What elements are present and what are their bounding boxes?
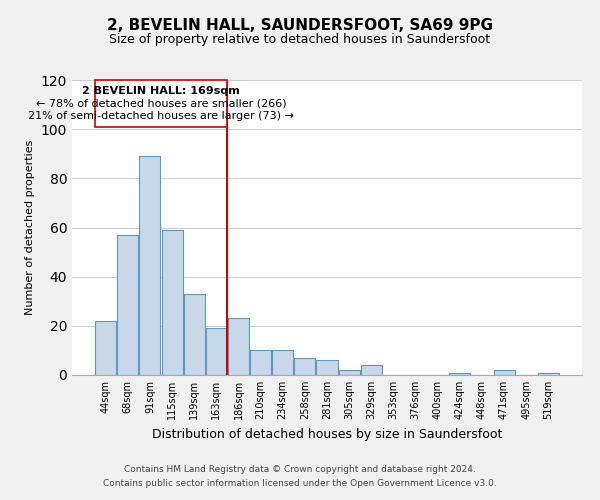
Text: 2 BEVELIN HALL: 169sqm: 2 BEVELIN HALL: 169sqm — [82, 86, 240, 96]
Bar — [118, 235, 139, 375]
Bar — [494, 370, 515, 375]
Bar — [95, 321, 116, 375]
Bar — [295, 358, 316, 375]
Bar — [139, 156, 160, 375]
Bar — [361, 365, 382, 375]
Text: Contains HM Land Registry data © Crown copyright and database right 2024.
Contai: Contains HM Land Registry data © Crown c… — [103, 466, 497, 487]
Bar — [449, 372, 470, 375]
Bar — [206, 328, 227, 375]
Bar — [538, 372, 559, 375]
Text: ← 78% of detached houses are smaller (266): ← 78% of detached houses are smaller (26… — [36, 98, 286, 108]
FancyBboxPatch shape — [95, 80, 227, 126]
X-axis label: Distribution of detached houses by size in Saundersfoot: Distribution of detached houses by size … — [152, 428, 502, 440]
Text: Size of property relative to detached houses in Saundersfoot: Size of property relative to detached ho… — [109, 32, 491, 46]
Bar — [272, 350, 293, 375]
Bar — [250, 350, 271, 375]
Text: 2, BEVELIN HALL, SAUNDERSFOOT, SA69 9PG: 2, BEVELIN HALL, SAUNDERSFOOT, SA69 9PG — [107, 18, 493, 32]
Y-axis label: Number of detached properties: Number of detached properties — [25, 140, 35, 315]
Bar — [338, 370, 359, 375]
Bar — [316, 360, 338, 375]
Bar — [184, 294, 205, 375]
Bar — [161, 230, 182, 375]
Text: 21% of semi-detached houses are larger (73) →: 21% of semi-detached houses are larger (… — [28, 110, 294, 120]
Bar — [228, 318, 249, 375]
